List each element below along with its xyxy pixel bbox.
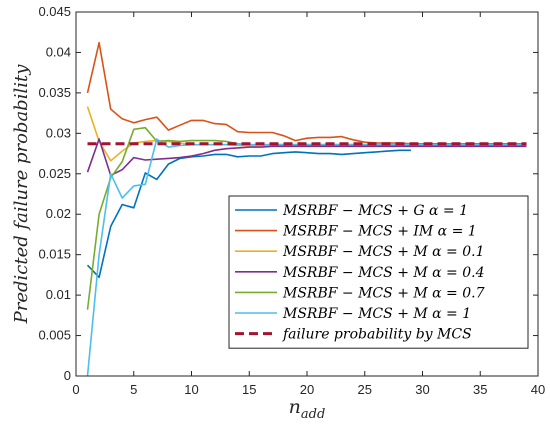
y-axis-label: Predicted failure probability — [11, 64, 32, 325]
y-tick-label-3: 0.015 — [38, 247, 71, 262]
y-tick-label-8: 0.04 — [46, 44, 71, 59]
x-tick-label-2: 10 — [184, 382, 198, 397]
y-tick-label-9: 0.045 — [38, 4, 71, 19]
x-tick-label-4: 20 — [300, 382, 314, 397]
x-ticks: 0 5 10 15 20 25 30 35 40 — [72, 12, 545, 397]
series-line-4 — [86, 138, 527, 177]
x-axis-label-main: n — [289, 396, 301, 418]
y-tick-label-2: 0.01 — [46, 287, 71, 302]
legend-entry-5: MSRBF − MCS + M α = 0.7 — [282, 285, 485, 301]
series-line-2 — [86, 41, 527, 145]
x-axis-label-subscript: add — [301, 407, 325, 422]
x-tick-label-1: 5 — [130, 382, 137, 397]
y-tick-label-1: 0.005 — [38, 328, 71, 343]
y-ticks: 0 0.005 0.01 0.015 0.02 0.025 0.03 0.035 0.04 0.0… — [38, 4, 538, 383]
x-tick-label-7: 35 — [473, 382, 487, 397]
x-axis-label: nadd — [289, 396, 326, 422]
x-tick-label-6: 30 — [415, 382, 429, 397]
legend-entry-4: MSRBF − MCS + M α = 0.4 — [282, 265, 485, 281]
legend-entry-6: MSRBF − MCS + M α = 1 — [282, 306, 471, 322]
x-tick-label-8: 40 — [531, 382, 545, 397]
series-layer — [86, 41, 527, 377]
x-tick-label-0: 0 — [72, 382, 79, 397]
legend-entry-7: failure probability by MCS — [282, 327, 472, 343]
legend-entry-1: MSRBF − MCS + G α = 1 — [282, 203, 468, 219]
x-tick-label-5: 25 — [358, 382, 372, 397]
y-tick-label-5: 0.025 — [38, 166, 71, 181]
y-tick-label-0: 0 — [64, 368, 71, 383]
legend-entry-2: MSRBF − MCS + IM α = 1 — [282, 224, 477, 240]
legend: MSRBF − MCS + G α = 1 MSRBF − MCS + IM α … — [228, 195, 529, 349]
x-tick-label-3: 15 — [242, 382, 256, 397]
y-tick-label-4: 0.02 — [46, 206, 71, 221]
y-tick-label-7: 0.035 — [38, 85, 71, 100]
legend-entry-3: MSRBF − MCS + M α = 0.1 — [282, 244, 485, 260]
legend-box — [228, 195, 529, 349]
y-tick-label-6: 0.03 — [46, 125, 71, 140]
